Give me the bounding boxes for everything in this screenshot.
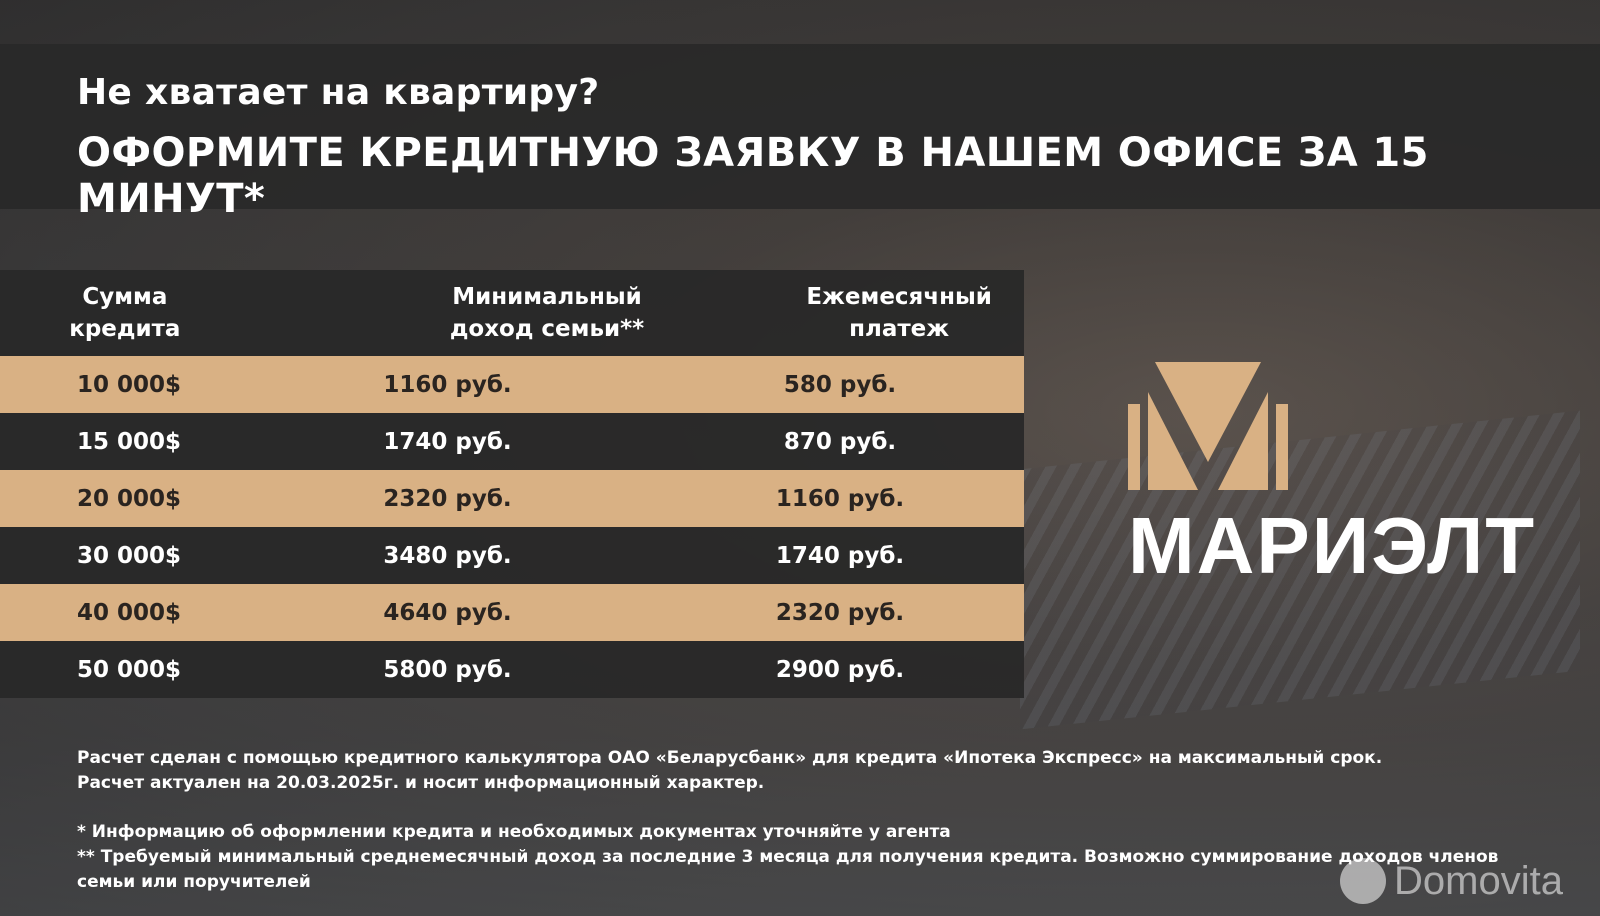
min-income: 4640 руб. <box>383 599 512 626</box>
brand-name: МАРИЭЛТ <box>1128 501 1537 590</box>
loan-amount: 40 000$ <box>77 599 182 626</box>
title-banner: Не хватает на квартиру? ОФОРМИТЕ КРЕДИТН… <box>0 44 1600 222</box>
monthly-payment: 2900 руб. <box>775 656 905 683</box>
header-text: кредита <box>69 316 181 342</box>
min-income: 5800 руб. <box>383 656 512 683</box>
loan-amount: 30 000$ <box>77 542 182 569</box>
watermark: Domovita <box>1340 858 1563 904</box>
monthly-payment: 2320 руб. <box>775 599 905 626</box>
header-monthly-payment: Ежемесячный платеж <box>724 281 1024 345</box>
monthly-payment: 870 руб. <box>783 428 897 455</box>
calc-note-2: Расчет актуален на 20.03.2025г. и носит … <box>77 773 765 793</box>
monthly-payment: 1160 руб. <box>775 485 905 512</box>
watermark-text: Domovita <box>1394 858 1563 903</box>
header-loan-amount: Сумма кредита <box>0 281 250 345</box>
loan-table: Сумма кредита Минимальный доход семьи** Еж… <box>0 270 1024 698</box>
table-row: 50 000$ 5800 руб. 2900 руб. <box>0 641 1024 698</box>
min-income: 2320 руб. <box>383 485 512 512</box>
header-text: Сумма <box>82 284 168 310</box>
table-row: 15 000$ 1740 руб. 870 руб. <box>0 413 1024 470</box>
min-income: 1740 руб. <box>383 428 512 455</box>
loan-amount: 20 000$ <box>77 485 182 512</box>
brand-logo-icon <box>1128 362 1288 490</box>
table-row: 30 000$ 3480 руб. 1740 руб. <box>0 527 1024 584</box>
table-row: 40 000$ 4640 руб. 2320 руб. <box>0 584 1024 641</box>
table-header: Сумма кредита Минимальный доход семьи** Еж… <box>0 270 1024 356</box>
table-row: 10 000$ 1160 руб. 580 руб. <box>0 356 1024 413</box>
monthly-payment: 580 руб. <box>783 371 897 398</box>
min-income: 3480 руб. <box>383 542 512 569</box>
header-min-income: Минимальный доход семьи** <box>250 281 725 345</box>
footnote-2: ** Требуемый минимальный среднемесячный … <box>77 847 1499 892</box>
footnote-1: * Информацию об оформлении кредита и нео… <box>77 822 951 842</box>
loan-amount: 10 000$ <box>77 371 182 398</box>
monthly-payment: 1740 руб. <box>775 542 905 569</box>
loan-amount: 50 000$ <box>77 656 182 683</box>
disclaimer: Расчет сделан с помощью кредитного кальк… <box>77 746 1557 895</box>
headline-cta: ОФОРМИТЕ КРЕДИТНУЮ ЗАЯВКУ В НАШЕМ ОФИСЕ … <box>77 130 1429 222</box>
calc-note-1: Расчет сделан с помощью кредитного кальк… <box>77 748 1383 768</box>
min-income: 1160 руб. <box>383 371 512 398</box>
header-text: платеж <box>849 316 950 342</box>
table-row: 20 000$ 2320 руб. 1160 руб. <box>0 470 1024 527</box>
header-text: доход семьи** <box>449 316 645 342</box>
header-text: Ежемесячный <box>806 284 992 310</box>
headline-question: Не хватает на квартиру? <box>77 72 600 113</box>
watermark-logo-icon <box>1340 858 1386 904</box>
loan-amount: 15 000$ <box>77 428 182 455</box>
header-text: Минимальный <box>452 284 642 310</box>
